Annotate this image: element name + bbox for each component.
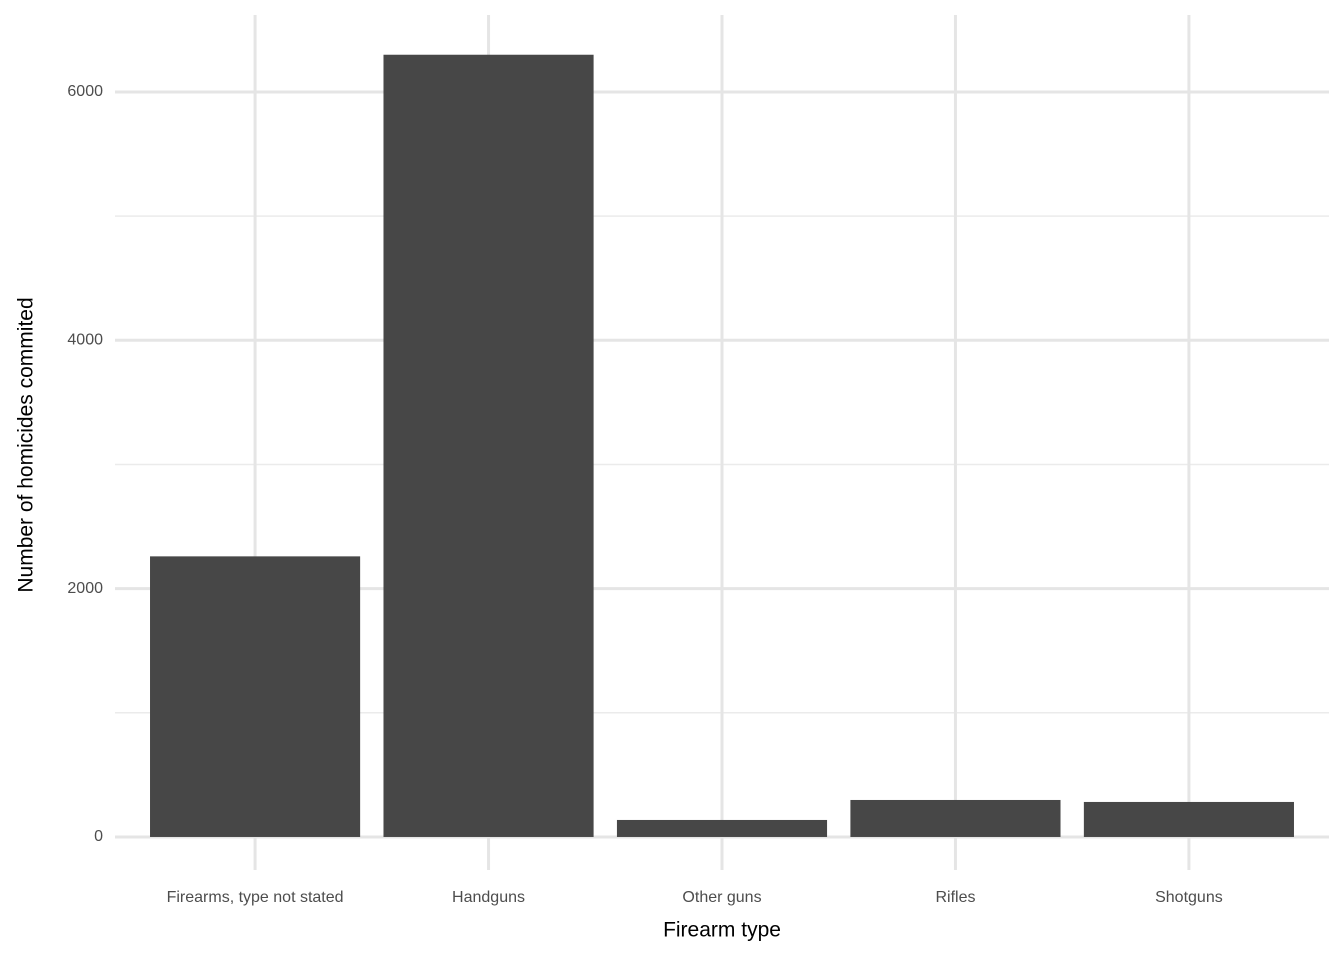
bar <box>383 54 594 837</box>
x-tick-label: Shotguns <box>1155 889 1223 906</box>
bar <box>850 799 1061 837</box>
bar <box>616 819 828 837</box>
x-tick-label: Handguns <box>452 889 525 906</box>
bar <box>150 556 361 837</box>
y-tick-label: 4000 <box>67 332 103 349</box>
x-axis-title: Firearm type <box>663 919 781 942</box>
y-tick-label: 0 <box>94 828 103 845</box>
y-axis-title: Number of homicides commited <box>15 297 38 592</box>
x-tick-label: Rifles <box>935 889 975 906</box>
y-tick-label: 6000 <box>67 83 103 100</box>
y-tick-label: 2000 <box>67 580 103 597</box>
bar <box>1083 801 1294 837</box>
x-tick-label: Other guns <box>682 889 761 906</box>
x-tick-label: Firearms, type not stated <box>167 889 344 906</box>
